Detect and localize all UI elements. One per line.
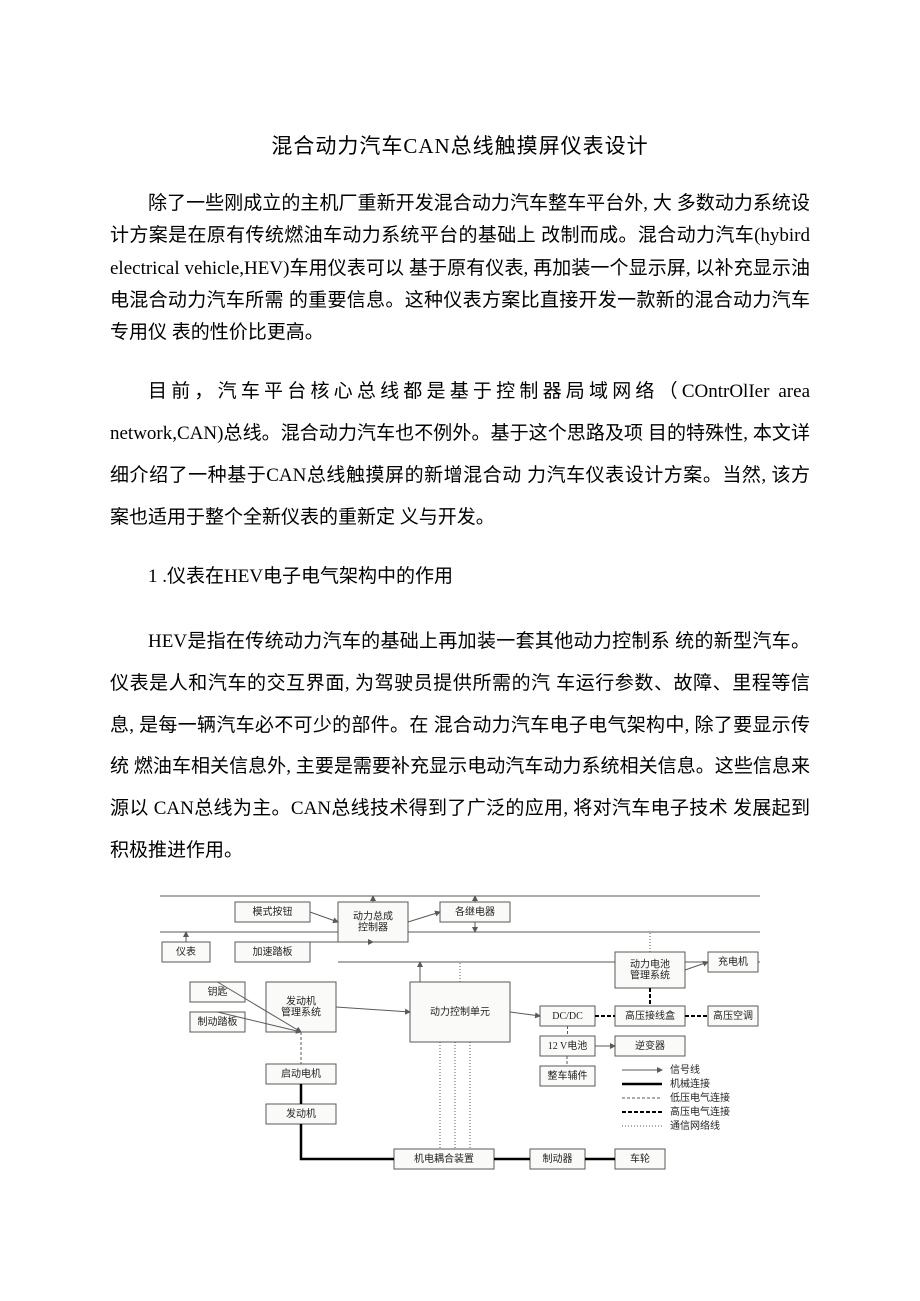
svg-text:管理系统: 管理系统 (281, 1005, 321, 1018)
svg-text:逆变器: 逆变器 (635, 1039, 665, 1052)
svg-text:仪表: 仪表 (176, 945, 196, 958)
paragraph-3: HEV是指在传统动力汽车的基础上再加装一套其他动力控制系 统的新型汽车。仪表是人… (110, 621, 810, 872)
svg-text:高压电气连接: 高压电气连接 (670, 1105, 730, 1118)
svg-text:制动器: 制动器 (543, 1152, 573, 1165)
paragraph-1: 除了一些刚成立的主机厂重新开发混合动力汽车整车平台外, 大 多数动力系统设计方案… (110, 188, 810, 349)
svg-text:发动机: 发动机 (286, 1107, 316, 1120)
paragraph-2: 目前，汽车平台核心总线都是基于控制器局域网络（COntrOlIer area n… (110, 371, 810, 538)
svg-text:模式按钮: 模式按钮 (253, 905, 293, 918)
svg-text:管理系统: 管理系统 (630, 968, 670, 981)
svg-text:信号线: 信号线 (670, 1063, 700, 1076)
svg-text:DC/DC: DC/DC (552, 1011, 583, 1022)
svg-text:通信网络线: 通信网络线 (670, 1119, 720, 1132)
svg-text:启动电机: 启动电机 (281, 1067, 321, 1080)
svg-text:动力控制单元: 动力控制单元 (430, 1005, 490, 1018)
svg-text:动力电池: 动力电池 (630, 957, 670, 970)
svg-text:发动机: 发动机 (286, 994, 316, 1007)
svg-text:机电耦合装置: 机电耦合装置 (414, 1152, 474, 1165)
svg-text:充电机: 充电机 (718, 955, 748, 968)
svg-text:各继电器: 各继电器 (455, 905, 495, 918)
svg-text:机械连接: 机械连接 (670, 1077, 710, 1090)
svg-text:控制器: 控制器 (358, 920, 388, 933)
svg-text:加速踏板: 加速踏板 (253, 945, 293, 958)
svg-text:制动踏板: 制动踏板 (198, 1015, 238, 1028)
svg-text:车轮: 车轮 (630, 1152, 650, 1165)
svg-text:高压空调: 高压空调 (713, 1009, 753, 1022)
section-heading-1: 1 .仪表在HEV电子电气架构中的作用 (110, 561, 810, 593)
document-page: 混合动力汽车CAN总线触摸屏仪表设计 除了一些刚成立的主机厂重新开发混合动力汽车… (0, 0, 920, 1219)
svg-text:动力总成: 动力总成 (353, 909, 393, 922)
svg-text:低压电气连接: 低压电气连接 (670, 1091, 730, 1104)
doc-title: 混合动力汽车CAN总线触摸屏仪表设计 (110, 130, 810, 160)
svg-text:整车辅件: 整车辅件 (548, 1069, 588, 1082)
architecture-diagram: 模式按钮加速踏板仪表钥匙制动踏板动力总成控制器发动机管理系统启动电机发动机各继电… (160, 894, 760, 1179)
svg-text:12 V电池: 12 V电池 (548, 1039, 588, 1052)
svg-text:钥匙: 钥匙 (208, 985, 228, 998)
svg-text:高压接线盒: 高压接线盒 (625, 1009, 675, 1022)
